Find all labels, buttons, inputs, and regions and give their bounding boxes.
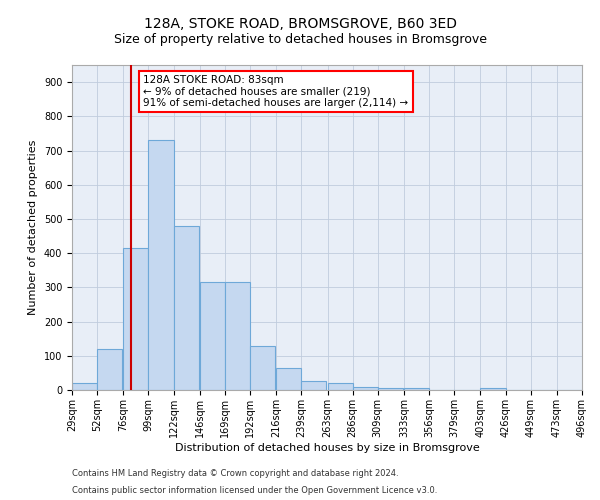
Text: Contains public sector information licensed under the Open Government Licence v3: Contains public sector information licen… [72,486,437,495]
Bar [148,140,173,390]
Bar [353,386,378,390]
Y-axis label: Number of detached properties: Number of detached properties [28,140,38,315]
Bar [225,282,250,390]
Bar [328,383,353,390]
Bar [72,383,97,390]
Bar [301,382,326,390]
Bar [378,388,403,390]
Bar [250,346,275,390]
Bar [200,282,225,390]
Text: 128A STOKE ROAD: 83sqm
← 9% of detached houses are smaller (219)
91% of semi-det: 128A STOKE ROAD: 83sqm ← 9% of detached … [143,74,409,108]
Bar [404,388,429,390]
Bar [97,349,122,390]
Text: 128A, STOKE ROAD, BROMSGROVE, B60 3ED: 128A, STOKE ROAD, BROMSGROVE, B60 3ED [143,18,457,32]
X-axis label: Distribution of detached houses by size in Bromsgrove: Distribution of detached houses by size … [175,442,479,452]
Bar [276,368,301,390]
Text: Size of property relative to detached houses in Bromsgrove: Size of property relative to detached ho… [113,32,487,46]
Text: Contains HM Land Registry data © Crown copyright and database right 2024.: Contains HM Land Registry data © Crown c… [72,468,398,477]
Bar [481,388,506,390]
Bar [124,248,148,390]
Bar [173,226,199,390]
